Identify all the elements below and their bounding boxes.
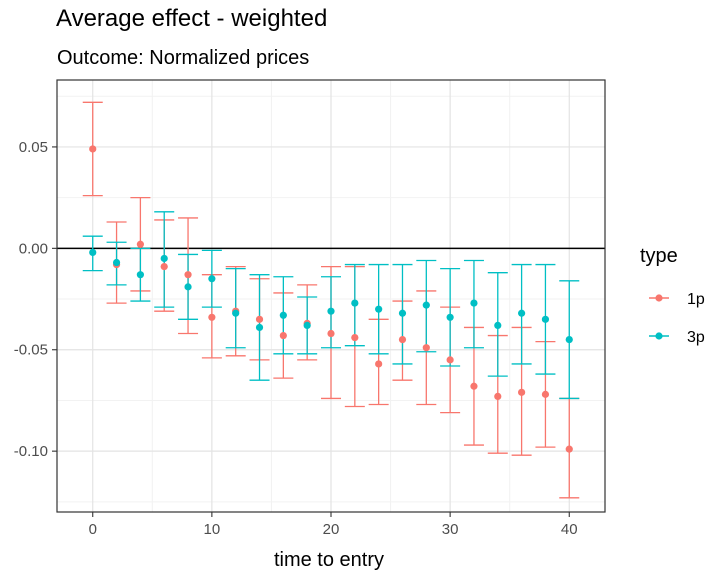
data-point-3p bbox=[327, 307, 335, 315]
chart-title: Average effect - weighted bbox=[56, 5, 327, 32]
legend-item-1p: 1p bbox=[649, 291, 705, 308]
error-bars bbox=[82, 101, 580, 499]
data-point-3p bbox=[184, 283, 192, 291]
data-point-1p bbox=[89, 145, 97, 153]
data-point-1p bbox=[518, 388, 526, 396]
x-tick-label: 30 bbox=[442, 521, 459, 538]
data-point-1p bbox=[327, 329, 335, 338]
data-point-3p bbox=[375, 305, 383, 313]
x-tick-label: 0 bbox=[89, 521, 97, 538]
data-point-1p bbox=[470, 382, 478, 390]
data-point-3p bbox=[136, 271, 144, 279]
legend-label: 3p bbox=[687, 329, 705, 346]
data-point-3p bbox=[160, 254, 168, 263]
data-point-1p bbox=[351, 333, 359, 342]
x-axis-title: time to entry bbox=[274, 549, 384, 571]
data-point-1p bbox=[136, 240, 144, 248]
y-tick-label: -0.10 bbox=[14, 443, 48, 460]
data-points bbox=[89, 145, 573, 453]
data-point-3p bbox=[494, 321, 502, 330]
legend-key-point bbox=[655, 294, 663, 302]
data-point-3p bbox=[89, 248, 97, 256]
data-point-3p bbox=[518, 309, 526, 317]
data-point-3p bbox=[232, 309, 240, 317]
data-point-3p bbox=[255, 323, 264, 332]
legend-label: 1p bbox=[687, 291, 705, 308]
legend-title: type bbox=[640, 245, 678, 267]
data-point-3p bbox=[208, 275, 216, 283]
data-point-1p bbox=[541, 390, 550, 398]
data-point-1p bbox=[184, 271, 192, 279]
data-point-3p bbox=[112, 258, 121, 267]
data-point-3p bbox=[470, 299, 478, 307]
legend: type 1p 3p bbox=[640, 245, 705, 346]
data-point-1p bbox=[494, 392, 502, 400]
data-point-1p bbox=[446, 356, 454, 364]
y-tick-label: 0.00 bbox=[19, 240, 48, 257]
data-point-3p bbox=[398, 309, 407, 317]
legend-items: 1p 3p bbox=[649, 291, 705, 346]
data-point-3p bbox=[541, 315, 550, 323]
data-point-1p bbox=[375, 360, 383, 368]
data-point-3p bbox=[422, 301, 430, 309]
data-point-1p bbox=[160, 262, 168, 271]
data-point-3p bbox=[446, 313, 454, 321]
x-tick-label: 20 bbox=[323, 521, 340, 538]
chart-subtitle: Outcome: Normalized prices bbox=[57, 47, 309, 69]
x-tick-label: 40 bbox=[561, 521, 578, 538]
data-point-3p bbox=[351, 299, 359, 307]
x-tick-label: 10 bbox=[204, 521, 221, 538]
x-axis: 0 10 20 30 40 bbox=[89, 512, 578, 538]
data-point-1p bbox=[208, 313, 216, 321]
data-point-1p bbox=[279, 331, 287, 340]
y-tick-label: -0.05 bbox=[14, 342, 48, 359]
y-tick-label: 0.05 bbox=[19, 139, 48, 156]
y-axis: 0.05 0.00 -0.05 -0.10 bbox=[14, 139, 57, 460]
data-point-3p bbox=[565, 336, 573, 344]
data-point-1p bbox=[398, 336, 407, 344]
data-point-3p bbox=[279, 311, 287, 319]
legend-key-point bbox=[655, 332, 663, 340]
data-point-1p bbox=[565, 445, 573, 453]
data-point-1p bbox=[422, 344, 430, 352]
data-point-3p bbox=[303, 321, 311, 330]
data-point-1p bbox=[255, 315, 264, 323]
legend-item-3p: 3p bbox=[649, 329, 705, 346]
